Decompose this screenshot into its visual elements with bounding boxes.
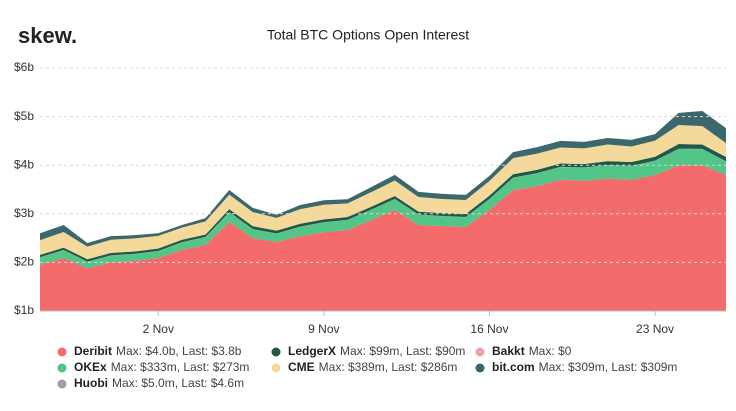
- area: [40, 125, 726, 260]
- legend-item: OKEx Max: $333m, Last: $273m: [57, 360, 249, 374]
- legend-summary: Max: $309m, Last: $309m: [539, 360, 678, 374]
- chart-title: Total BTC Options Open Interest: [267, 27, 469, 43]
- x-tick-label: 9 Nov: [308, 322, 339, 336]
- legend-marker: [57, 363, 67, 373]
- legend-item: Bakkt Max: $0: [475, 344, 572, 358]
- legend-summary: Max: $0: [529, 344, 572, 358]
- legend-name: bit.com: [492, 360, 535, 374]
- y-tick-label: $6b: [14, 60, 34, 74]
- legend-summary: Max: $389m, Last: $286m: [319, 360, 458, 374]
- y-tick-label: $2b: [14, 255, 34, 269]
- legend-name: OKEx: [74, 360, 107, 374]
- legend-marker: [475, 347, 485, 357]
- y-tick-label: $5b: [14, 109, 34, 123]
- y-tick-label: $3b: [14, 206, 34, 220]
- legend-summary: Max: $5.0m, Last: $4.6m: [112, 376, 244, 390]
- x-tick-label: 2 Nov: [143, 322, 174, 336]
- area: [40, 149, 726, 269]
- legend-marker: [57, 347, 67, 357]
- area: [40, 111, 726, 247]
- legend-label: LedgerX Max: $99m, Last: $90m: [288, 344, 465, 358]
- legend-summary: Max: $99m, Last: $90m: [340, 344, 465, 358]
- legend-summary: Max: $4.0b, Last: $3.8b: [116, 344, 242, 358]
- x-tick-label: 16 Nov: [470, 322, 508, 336]
- legend-marker: [475, 363, 485, 373]
- legend-item: bit.com Max: $309m, Last: $309m: [475, 360, 677, 374]
- x-tick-label: 23 Nov: [636, 322, 674, 336]
- area: [40, 165, 726, 311]
- area: [40, 143, 726, 262]
- legend-marker: [271, 363, 281, 373]
- legend-item: LedgerX Max: $99m, Last: $90m: [271, 344, 465, 358]
- areas: [40, 111, 726, 311]
- legend-summary: Max: $333m, Last: $273m: [111, 360, 250, 374]
- legend-label: bit.com Max: $309m, Last: $309m: [492, 360, 677, 374]
- legend-name: LedgerX: [288, 344, 336, 358]
- legend-name: Bakkt: [492, 344, 525, 358]
- legend-item: Deribit Max: $4.0b, Last: $3.8b: [57, 344, 242, 358]
- legend-marker: [57, 379, 67, 389]
- legend-item: CME Max: $389m, Last: $286m: [271, 360, 457, 374]
- legend-label: CME Max: $389m, Last: $286m: [288, 360, 457, 374]
- legend-label: Huobi Max: $5.0m, Last: $4.6m: [74, 376, 244, 390]
- legend-name: CME: [288, 360, 315, 374]
- legend-name: Huobi: [74, 376, 108, 390]
- y-tick-label: $1b: [14, 303, 34, 317]
- legend-item: Huobi Max: $5.0m, Last: $4.6m: [57, 376, 244, 390]
- y-tick-label: $4b: [14, 157, 34, 171]
- legend-label: OKEx Max: $333m, Last: $273m: [74, 360, 249, 374]
- legend-marker: [271, 347, 281, 357]
- legend-label: Bakkt Max: $0: [492, 344, 572, 358]
- logo: skew.: [18, 23, 77, 48]
- legend-name: Deribit: [74, 344, 112, 358]
- legend-label: Deribit Max: $4.0b, Last: $3.8b: [74, 344, 242, 358]
